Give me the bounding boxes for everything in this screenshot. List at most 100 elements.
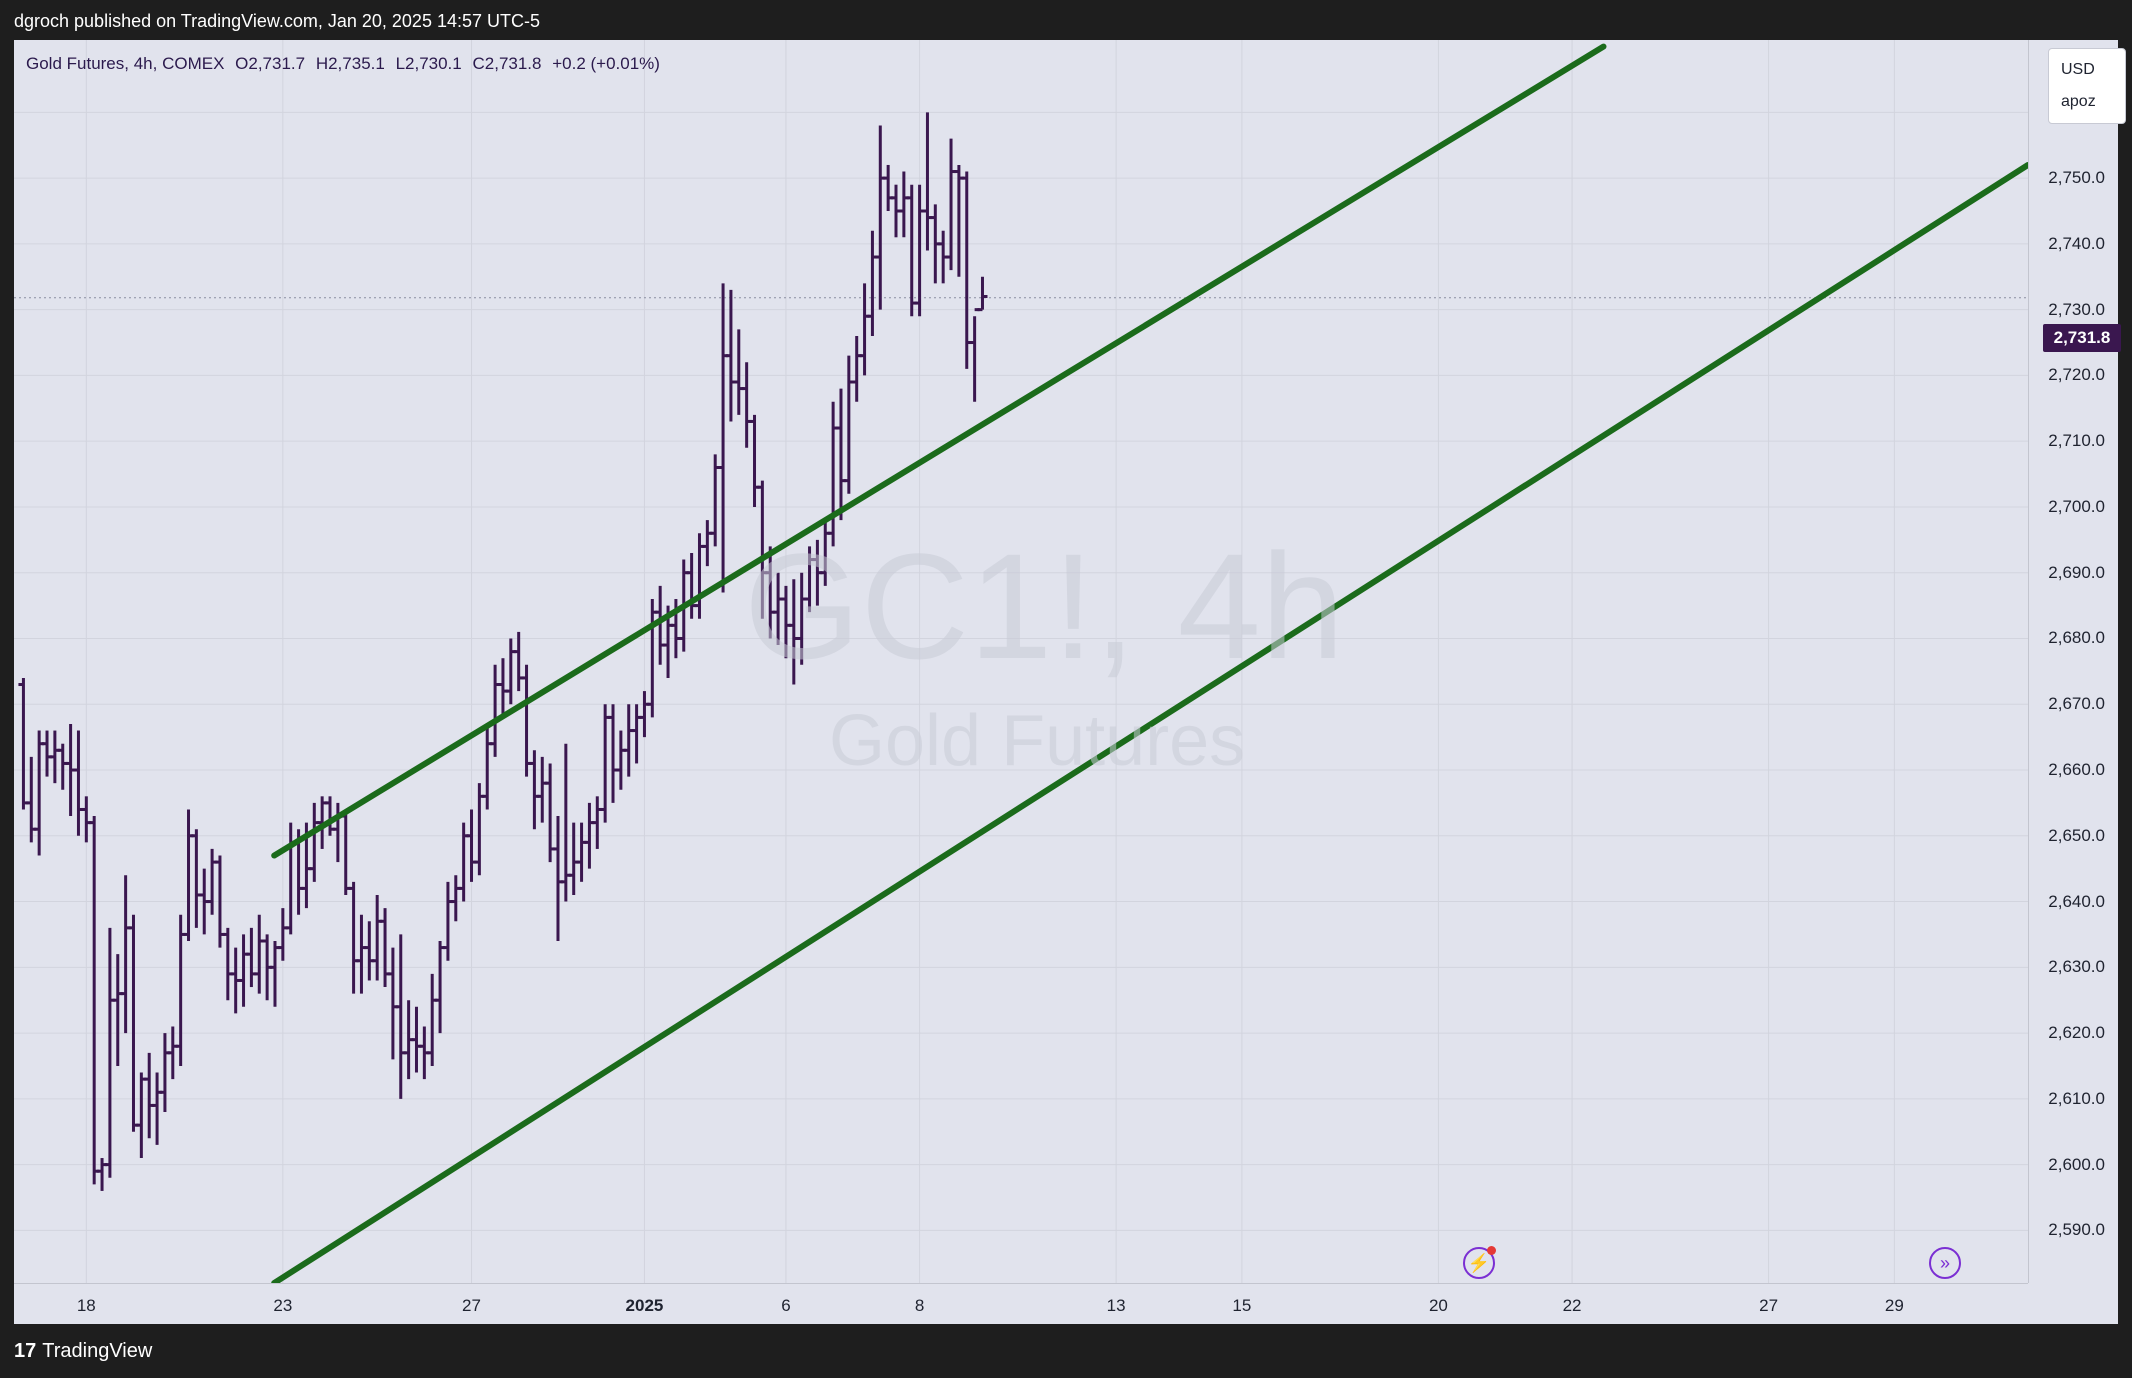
ohlc-bar xyxy=(733,329,744,415)
ohlc-bar xyxy=(246,927,257,988)
ohlc-bar xyxy=(411,1006,422,1073)
tradingview-brand[interactable]: 17 TradingView xyxy=(14,1340,152,1363)
ohlc-bar xyxy=(702,520,713,567)
ohlc-bar xyxy=(576,822,587,882)
ohlc-bar xyxy=(269,941,280,1007)
watermark-ticker: GC1!, 4h xyxy=(744,522,1345,690)
ohlc-bar xyxy=(545,763,556,863)
ohlc-bar xyxy=(568,822,579,895)
time-tick-label: 6 xyxy=(781,1296,791,1315)
ohlc-bar xyxy=(183,809,194,942)
price-tick-label: 2,660.0 xyxy=(2048,760,2105,780)
time-tick-label: 15 xyxy=(1232,1296,1252,1315)
ohlc-bar xyxy=(623,704,634,777)
channel-line-lower[interactable] xyxy=(271,161,2028,1283)
ohlc-bar xyxy=(254,914,265,994)
ohlc-bar xyxy=(914,184,925,317)
price-tick-label: 2,640.0 xyxy=(2048,891,2105,911)
chart-plot-area[interactable] xyxy=(14,40,2028,1283)
time-tick-label: 8 xyxy=(914,1296,925,1315)
price-tick-label: 2,600.0 xyxy=(2048,1154,2105,1174)
ohlc-bar xyxy=(73,730,84,836)
ohlc-bar xyxy=(552,816,563,942)
ohlc-bar xyxy=(600,704,611,823)
ohlc-bar xyxy=(152,1072,163,1145)
brand-name: TradingView xyxy=(42,1340,153,1362)
ohlc-bar xyxy=(104,927,115,1178)
price-tick-label: 2,740.0 xyxy=(2048,233,2105,253)
ohlc-bar xyxy=(851,335,862,402)
legend-high: H2,735.1 xyxy=(315,54,385,73)
ohlc-bar xyxy=(608,704,619,803)
watermark-name: Gold Futures xyxy=(829,701,1246,781)
ohlc-bar xyxy=(898,171,909,238)
ohlc-bar xyxy=(175,914,186,1066)
price-axis[interactable]: 2,590.0 2,600.0 2,610.0 2,620.0 2,630.0 2,640… xyxy=(2028,40,2119,1283)
lightning-icon[interactable]: ⚡ xyxy=(1463,1246,1496,1279)
ohlc-bar xyxy=(482,723,493,810)
ohlc-bar xyxy=(34,730,45,856)
time-tick-label: 22 xyxy=(1562,1296,1582,1315)
ohlc-bar xyxy=(953,164,964,277)
ohlc-bar xyxy=(592,796,603,849)
ohlc-bar xyxy=(647,599,658,718)
footer-bar: 17 TradingView xyxy=(0,1324,2132,1378)
ohlc-bar xyxy=(89,816,100,1185)
ohlc-bar xyxy=(977,276,988,312)
ohlc-bar xyxy=(560,743,571,902)
ohlc-bar xyxy=(340,809,351,895)
ohlc-bar xyxy=(450,875,461,922)
symbol-legend: Gold Futures, 4h, COMEX O2,731.7 H2,735.… xyxy=(26,54,666,74)
channel-line-upper[interactable] xyxy=(271,43,1607,859)
time-tick-label: 13 xyxy=(1106,1296,1126,1315)
ohlc-bar xyxy=(961,171,972,369)
price-tick-label: 2,670.0 xyxy=(2048,694,2105,714)
publish-header: dgroch published on TradingView.com, Jan… xyxy=(0,0,2132,40)
price-tick-label: 2,650.0 xyxy=(2048,825,2105,845)
ohlc-bar xyxy=(207,848,218,915)
ohlc-bar xyxy=(364,921,375,981)
time-tick-label: 18 xyxy=(76,1296,96,1315)
currency-selector[interactable]: USD apoz xyxy=(2048,48,2126,124)
ohlc-bar xyxy=(277,908,288,961)
currency-label[interactable]: USD xyxy=(2061,61,2095,78)
notification-dot xyxy=(1487,1246,1496,1255)
price-tick-label: 2,590.0 xyxy=(2048,1220,2105,1240)
ohlc-bar xyxy=(875,125,886,310)
price-tick-label: 2,710.0 xyxy=(2048,431,2105,451)
publisher-line: dgroch published on TradingView.com, Jan… xyxy=(14,11,540,31)
ohlc-bar xyxy=(490,664,501,757)
ohlc-bar xyxy=(238,934,249,1007)
ohlc-bar xyxy=(843,355,854,494)
price-tick-label: 2,680.0 xyxy=(2048,628,2105,648)
ohlc-bar xyxy=(883,164,894,211)
time-tick-label: 23 xyxy=(273,1296,293,1315)
ohlc-bar xyxy=(309,802,320,882)
ohlc-bar xyxy=(969,308,980,402)
time-tick-label: 27 xyxy=(462,1296,481,1315)
price-tick-label: 2,690.0 xyxy=(2048,562,2105,582)
ohlc-bar xyxy=(906,184,917,317)
ohlc-bar xyxy=(18,677,29,810)
ohlc-bar xyxy=(427,973,438,1066)
last-price-label: 2,731.8 xyxy=(2043,324,2121,352)
ohlc-bar xyxy=(521,664,532,777)
channel-lines xyxy=(271,43,2028,1283)
ohlc-bar xyxy=(222,927,233,1001)
ohlc-bar xyxy=(285,822,296,935)
ohlc-bar xyxy=(529,750,540,830)
ohlc-bar xyxy=(144,1052,155,1139)
scale-label[interactable]: apoz xyxy=(2061,93,2096,110)
ohlc-bar xyxy=(631,704,642,764)
ohlc-bar xyxy=(867,230,878,336)
scroll-to-realtime-icon[interactable]: » xyxy=(1929,1247,1961,1279)
ohlc-bar xyxy=(537,756,548,823)
chart-frame[interactable]: GC1!, 4h Gold Futures Gold Futures, 4h, … xyxy=(14,40,2126,1325)
ohlc-bar xyxy=(191,829,202,928)
ohlc-bar xyxy=(356,914,367,994)
price-tick-label: 2,730.0 xyxy=(2048,299,2105,319)
price-tick-label: 2,720.0 xyxy=(2048,365,2105,385)
ohlc-bar xyxy=(639,691,650,738)
time-axis[interactable]: 18 23 27 2025 6 8 13 15 20 22 27 29 xyxy=(14,1283,2028,1325)
ohlc-bar xyxy=(57,743,68,790)
